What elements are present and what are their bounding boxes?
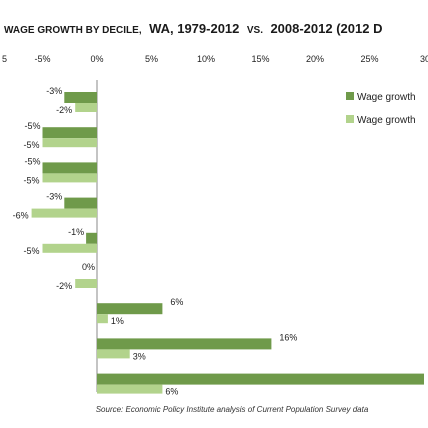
legend-label: Wage growth bbox=[357, 115, 416, 126]
data-label-series-1: -3% bbox=[46, 192, 62, 202]
chart-title-smallcaps: WAGE GROWTH BY DECILE, bbox=[4, 25, 142, 36]
data-label-series-1: 6% bbox=[170, 297, 183, 307]
bar-series-2 bbox=[75, 279, 97, 288]
bar-series-1 bbox=[42, 162, 97, 174]
bar-series-1 bbox=[97, 338, 272, 350]
bar-series-2 bbox=[42, 243, 97, 253]
bar-series-1 bbox=[64, 197, 97, 209]
data-label-series-2: 1% bbox=[111, 316, 124, 326]
legend: Wage growth Wage growth bbox=[346, 92, 416, 126]
x-tick-label: 5% bbox=[145, 54, 158, 64]
bar-series-2 bbox=[97, 349, 130, 359]
bar-series-1 bbox=[97, 373, 424, 385]
bar-series-2 bbox=[42, 138, 97, 148]
x-tick-label: 0% bbox=[90, 54, 103, 64]
source-note: Source: Economic Policy Institute analys… bbox=[96, 405, 369, 414]
chart-title-vs: VS. bbox=[247, 25, 263, 36]
data-label-series-1: -3% bbox=[46, 86, 62, 96]
x-tick-label-partial: 5 bbox=[2, 54, 7, 64]
data-label-series-2: -2% bbox=[56, 105, 72, 115]
bar-series-1 bbox=[42, 127, 97, 139]
bar-series-1 bbox=[86, 232, 97, 244]
chart-title: WAGE GROWTH BY DECILE, WA, 1979-2012 VS.… bbox=[4, 20, 382, 37]
legend-swatch bbox=[346, 92, 354, 100]
bar-series-2 bbox=[42, 173, 97, 183]
data-label-series-2: 6% bbox=[165, 387, 178, 397]
bar-series-2 bbox=[97, 314, 108, 324]
data-label-series-1: 16% bbox=[279, 332, 297, 342]
legend-swatch bbox=[346, 115, 354, 123]
bar-series-2 bbox=[75, 103, 97, 112]
bar-series-1 bbox=[97, 303, 163, 315]
data-label-series-1: 0% bbox=[82, 262, 95, 272]
chart-title-rest: 2008-2012 (2012 D bbox=[270, 21, 382, 36]
data-label-series-2: -6% bbox=[13, 211, 29, 221]
bar-series-2 bbox=[31, 208, 98, 218]
data-label-series-1: -1% bbox=[68, 227, 84, 237]
data-label-series-1: -5% bbox=[24, 156, 40, 166]
chart-title-main: WA, 1979-2012 bbox=[149, 21, 239, 36]
legend-label: Wage growth bbox=[357, 92, 416, 103]
x-tick-label: 20% bbox=[306, 54, 324, 64]
data-label-series-2: -2% bbox=[56, 281, 72, 291]
data-label-series-1: -5% bbox=[24, 121, 40, 131]
x-tick-label: 10% bbox=[197, 54, 215, 64]
x-tick-label: 25% bbox=[360, 54, 378, 64]
data-label-series-2: -5% bbox=[23, 140, 39, 150]
bar-series-1 bbox=[64, 92, 97, 103]
bars-area: -3% -2% -5% -5% -5% -5% -3% -6% -1% -5% 0% -2% 6% 1% 1… bbox=[13, 80, 424, 397]
x-tick-label: -5% bbox=[34, 54, 50, 64]
x-tick-label: 30 bbox=[420, 54, 428, 64]
bar-series-2 bbox=[97, 384, 163, 394]
x-axis: 5 -5% 0% 5% 10% 15% 20% 25% 30 bbox=[2, 54, 428, 64]
x-tick-label: 15% bbox=[251, 54, 269, 64]
data-label-series-2: -5% bbox=[23, 246, 39, 256]
data-label-series-2: -5% bbox=[23, 175, 39, 185]
data-label-series-2: 3% bbox=[133, 351, 146, 361]
